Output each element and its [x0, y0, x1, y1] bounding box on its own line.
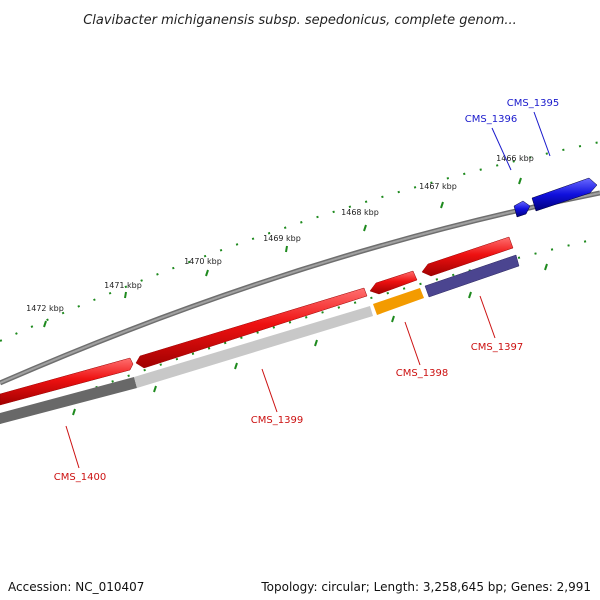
outer-major-ticks	[43, 177, 522, 328]
genome-backbone	[0, 190, 600, 386]
gene-reverse-cms-1398[interactable]	[373, 288, 424, 315]
gene-label-cms-1397: CMS_1397	[471, 342, 523, 353]
genome-summary-text: Topology: circular; Length: 3,258,645 bp…	[261, 580, 591, 594]
gene-reverse-cms-1397[interactable]	[424, 254, 520, 298]
genome-backbone-highlight	[0, 192, 600, 384]
gene-forward-cms-1399[interactable]	[135, 287, 368, 369]
accession-text: Accession: NC_010407	[8, 580, 145, 594]
kbp-label: 1471 kbp	[104, 281, 142, 290]
gene-label-cms-1396: CMS_1396	[465, 114, 517, 125]
gene-reverse-cms-1400[interactable]	[0, 377, 137, 424]
gene-reverse-cms-1399[interactable]	[134, 306, 373, 388]
gene-forward-cms-1400[interactable]	[0, 357, 134, 406]
map-title: Clavibacter michiganensis subsp. sepedon…	[83, 13, 517, 28]
gene-forward-cms-1396[interactable]	[513, 200, 531, 218]
kbp-label: 1466 kbp	[496, 154, 534, 163]
kbp-label: 1467 kbp	[419, 182, 457, 191]
gene-leader-lines	[65, 111, 551, 469]
gene-forward-cms-1398[interactable]	[369, 270, 418, 295]
gene-label-cms-1400: CMS_1400	[54, 472, 106, 483]
kbp-label: 1468 kbp	[341, 208, 379, 217]
gene-label-cms-1398: CMS_1398	[396, 368, 448, 379]
gene-label-cms-1395: CMS_1395	[507, 98, 559, 109]
kbp-label: 1470 kbp	[184, 257, 222, 266]
gene-forward-cms-1395[interactable]	[531, 177, 598, 212]
gene-forward-cms-1397[interactable]	[421, 236, 514, 277]
kbp-label: 1469 kbp	[263, 234, 301, 243]
kbp-label: 1472 kbp	[26, 304, 64, 313]
gene-label-cms-1399: CMS_1399	[251, 415, 303, 426]
inner-major-ticks	[72, 263, 548, 416]
